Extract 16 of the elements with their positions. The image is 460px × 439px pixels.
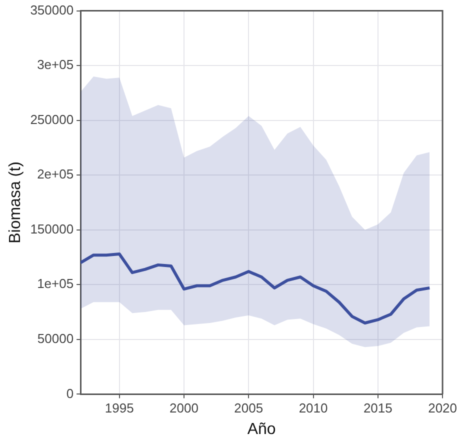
y-tick-label: 350000 (30, 2, 74, 18)
y-tick-label: 2e+05 (37, 166, 74, 182)
y-tick-label: 150000 (30, 221, 74, 236)
x-tick-label: 2015 (363, 400, 392, 416)
y-tick-label: 1e+05 (37, 276, 74, 292)
y-axis-title: Biomasa (t) (7, 162, 24, 244)
x-tick-label: 2000 (170, 400, 198, 416)
x-tick-label: 2005 (234, 400, 264, 416)
x-tick-label: 2010 (298, 400, 328, 416)
x-tick-label: 1995 (104, 400, 134, 416)
x-tick-label: 2020 (428, 400, 457, 416)
y-tick-label: 250000 (30, 112, 74, 127)
y-tick-label: 50000 (37, 331, 74, 346)
y-tick-label: 3e+05 (37, 57, 74, 72)
x-axis-title: Año (247, 420, 276, 438)
y-tick-label: 0 (66, 386, 74, 401)
